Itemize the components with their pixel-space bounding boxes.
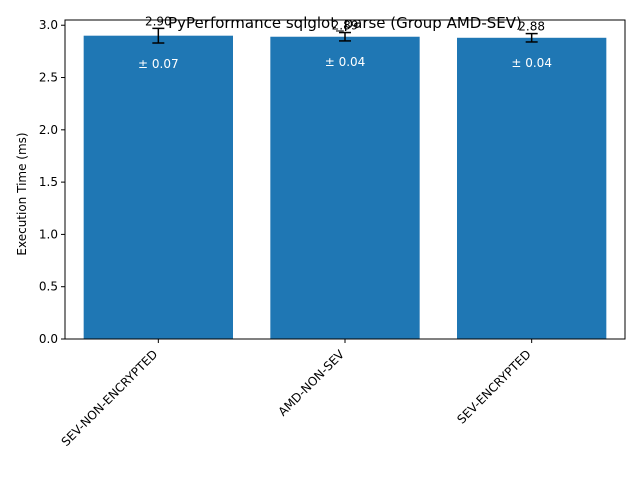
error-label: ± 0.07 (138, 57, 179, 71)
bars-layer (83, 35, 607, 339)
error-label: ± 0.04 (325, 55, 366, 69)
error-label: ± 0.04 (511, 56, 552, 70)
x-axis: SEV-NON-ENCRYPTED AMD-NON-SEV SEV-ENCRYPTE… (59, 339, 534, 449)
y-axis: 0.0 0.5 1.0 1.5 2.0 2.5 3.0 (39, 18, 65, 346)
bar (270, 36, 420, 339)
value-label: 2.89 (332, 19, 359, 33)
x-tick-label: AMD-NON-SEV (276, 347, 348, 419)
error-bars-layer (152, 27, 538, 44)
value-label: 2.90 (145, 14, 172, 28)
y-tick-label: 2.5 (39, 71, 58, 85)
y-axis-label: Execution Time (ms) (15, 132, 29, 255)
labels-layer: 2.90 ± 0.07 2.89 ± 0.04 2.88 ± 0.04 (138, 14, 552, 71)
bar (457, 37, 607, 339)
y-tick-label: 0.5 (39, 280, 58, 294)
y-tick-label: 3.0 (39, 18, 58, 32)
y-tick-label: 2.0 (39, 123, 58, 137)
x-tick-label: SEV-ENCRYPTED (454, 347, 533, 426)
x-tick-label: SEV-NON-ENCRYPTED (59, 347, 161, 449)
chart-title: PyPerformance sqlglot_parse (Group AMD-S… (168, 14, 522, 33)
y-tick-label: 1.0 (39, 227, 58, 241)
plot-frame (64, 19, 626, 340)
value-label: 2.88 (518, 20, 545, 34)
bar (83, 35, 234, 339)
y-tick-label: 1.5 (39, 175, 58, 189)
y-tick-label: 0.0 (39, 332, 58, 346)
